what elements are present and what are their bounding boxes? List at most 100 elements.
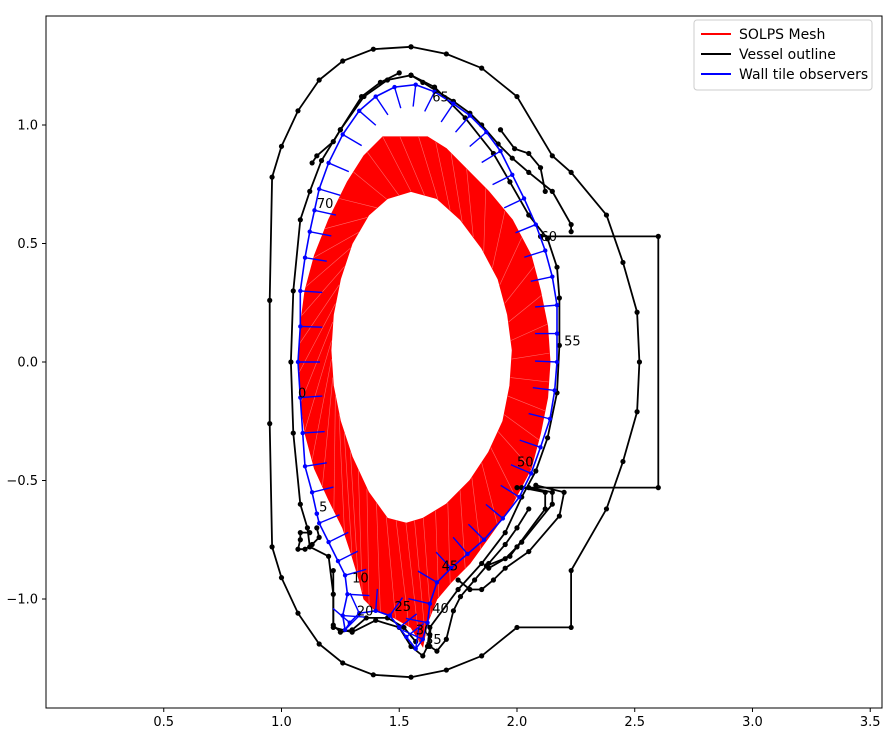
vessel-outline-point <box>295 108 301 114</box>
legend-label-wall-tile-observers: Wall tile observers <box>739 67 868 83</box>
vessel-outline-point <box>288 359 294 365</box>
solps-mesh-line <box>324 217 368 229</box>
vessel-outline-point <box>427 643 433 649</box>
vessel-outline-point <box>568 229 574 235</box>
observer-normal-tick <box>302 430 325 434</box>
observer-normal-tick <box>500 484 520 498</box>
observer-normal-tick <box>389 597 404 616</box>
x-tick-label: 3.0 <box>742 715 763 730</box>
observer-index-label: 10 <box>352 571 369 586</box>
vessel-outline-line <box>517 235 660 489</box>
solps-mesh-line <box>298 284 340 345</box>
observer-normal-tick <box>393 86 402 109</box>
vessel-outline-point <box>337 629 343 635</box>
solps-mesh-line <box>508 295 542 323</box>
vessel-outline-point <box>556 342 562 349</box>
observer-normal-tick <box>347 593 370 597</box>
solps-mesh-line <box>343 433 353 557</box>
vessel-outline-point <box>443 636 449 642</box>
vessel-outline-point <box>278 143 285 149</box>
vessel-outline-point <box>603 212 610 218</box>
observer-point <box>302 255 308 260</box>
observer-normal-tick <box>300 395 323 399</box>
solps-mesh-line <box>471 477 481 549</box>
vessel-outline-point <box>297 530 303 536</box>
observer-normal-tick <box>408 598 431 605</box>
observer-normal-tick <box>435 551 452 569</box>
vessel-outline-point <box>427 631 433 638</box>
solps-mesh-line <box>459 490 466 569</box>
vessel-outline-point <box>307 530 313 536</box>
vessel-outline-line <box>499 129 547 192</box>
vessel-outline-point <box>450 608 457 614</box>
observer-point <box>316 186 322 192</box>
solps-mesh-line <box>435 141 451 211</box>
vessel-outline-point <box>507 179 513 185</box>
observer-normal-tick <box>412 84 417 107</box>
observer-normal-tick <box>467 523 485 541</box>
vessel-outline-point <box>340 58 346 64</box>
vessel-outline-point <box>340 660 346 666</box>
solps-mesh-line <box>504 266 535 304</box>
vessel-outline-point <box>304 525 310 531</box>
vessel-outline-point <box>401 624 407 631</box>
y-tick-label: 0.0 <box>17 356 38 371</box>
vessel-outline-point <box>486 565 492 571</box>
vessel-outline-point <box>278 575 285 581</box>
observer-normal-tick <box>524 249 546 258</box>
vessel-outline-point <box>502 565 508 571</box>
vessel-outline-point <box>512 146 518 152</box>
solps-mesh-line <box>510 377 549 383</box>
vessel-outline-point <box>297 217 303 223</box>
solps-mesh-line <box>492 210 506 269</box>
vessel-outline-point <box>408 72 414 78</box>
observer-normal-tick <box>492 174 513 186</box>
y-tick-label: −0.5 <box>6 474 38 489</box>
observer-index-label: 70 <box>317 197 334 212</box>
observer-normal-tick <box>452 536 469 555</box>
vessel-outline-point <box>408 44 414 50</box>
vessel-outline-point <box>297 537 303 543</box>
y-tick-label: −1.0 <box>6 592 38 607</box>
vessel-outline-point <box>396 70 402 76</box>
solps-mesh-line <box>382 136 412 192</box>
vessel-outline-point <box>526 169 532 176</box>
vessel-outline-point <box>377 79 383 85</box>
observer-normal-tick <box>519 439 541 448</box>
solps-mesh-line <box>358 470 363 592</box>
vessel-outline-point <box>509 155 515 161</box>
solps-mesh-line <box>376 503 381 613</box>
observer-index-label: 35 <box>425 633 442 648</box>
vessel-outline-point <box>526 150 532 157</box>
observer-index-label: 45 <box>442 560 459 575</box>
observer-point <box>345 592 350 597</box>
vessel-outline-point <box>295 546 301 552</box>
observer-index-label: 40 <box>432 602 449 617</box>
observer-normal-tick <box>402 629 424 640</box>
vessel-outline-point <box>267 297 273 303</box>
solps-mesh-line <box>507 395 546 412</box>
observer-normal-tick <box>485 503 504 519</box>
x-tick-label: 2.0 <box>507 715 528 730</box>
solps-mesh-line <box>399 136 425 196</box>
observer-normal-tick <box>300 290 323 294</box>
vessel-outline-point <box>330 622 336 628</box>
observer-normal-tick <box>318 188 341 196</box>
vessel-outline-line <box>289 74 561 658</box>
observer-point <box>302 464 308 469</box>
solps-mesh-line <box>466 169 474 238</box>
solps-mesh-line <box>483 188 487 253</box>
solps-mesh-line <box>311 358 332 460</box>
observer-normal-tick <box>309 230 332 237</box>
vessel-outline-point <box>370 46 376 52</box>
x-tick-label: 2.5 <box>624 715 645 730</box>
vessel-outline-point <box>330 567 336 574</box>
vessel-outline-point <box>307 188 313 194</box>
solps-mesh-line <box>511 352 550 360</box>
vessel-outline-point <box>349 627 355 633</box>
observer-index-label: 65 <box>432 90 449 105</box>
vessel-outline-point <box>479 586 485 593</box>
solps-mesh-line <box>385 516 396 619</box>
observer-normal-tick <box>535 360 558 363</box>
vessel-outline-point <box>330 139 336 145</box>
